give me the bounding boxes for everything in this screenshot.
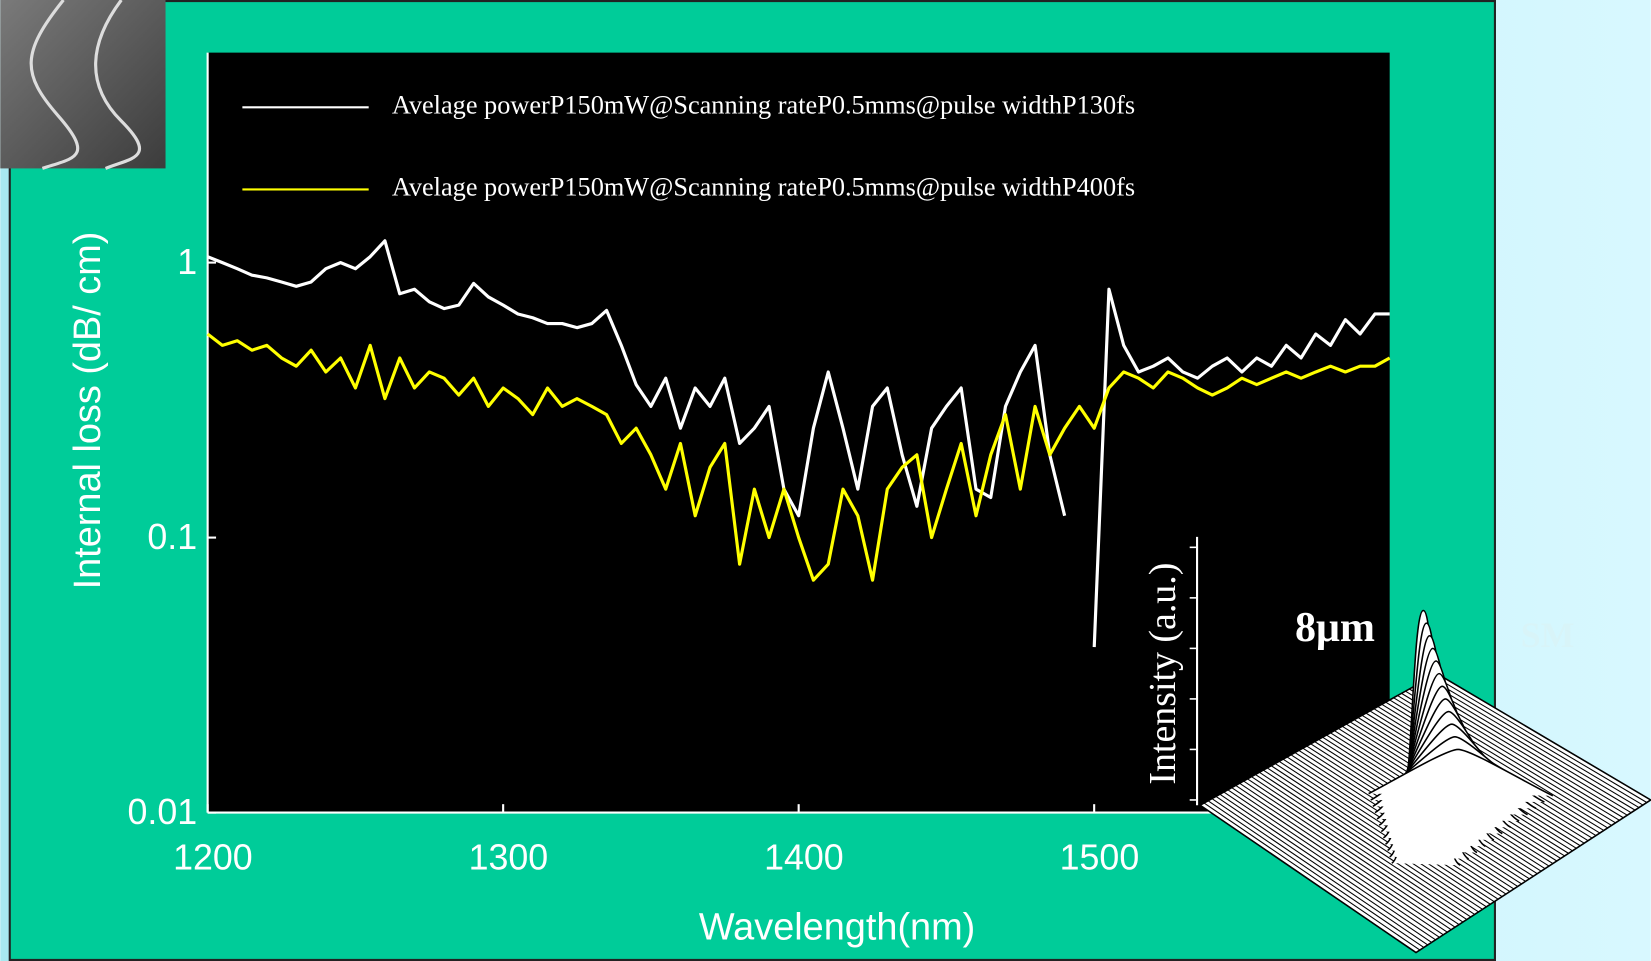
x-tick-label: 1300 bbox=[469, 837, 549, 877]
mesh-line bbox=[1251, 776, 1468, 920]
y-axis-label: Internal loss (dB/ cm) bbox=[67, 232, 109, 590]
mesh-line bbox=[1424, 679, 1640, 809]
mesh-line bbox=[1211, 798, 1429, 946]
mesh-line bbox=[1219, 793, 1436, 941]
mesh-line bbox=[1215, 796, 1432, 943]
x-tick-label: 1400 bbox=[764, 837, 844, 877]
mesh-line bbox=[1274, 763, 1491, 905]
legend-label: Avelage powerP150mW@Scanning rateP0.5mms… bbox=[392, 90, 1135, 119]
y-tick-label: 0.1 bbox=[147, 517, 197, 557]
intensity-label: Intensity (a.u.) bbox=[1142, 563, 1184, 785]
mesh-line bbox=[1227, 789, 1444, 936]
mesh-line bbox=[1255, 774, 1472, 918]
x-tick-label: 1500 bbox=[1060, 837, 1140, 877]
mesh-peak bbox=[1368, 748, 1554, 797]
mesh-line bbox=[1239, 782, 1456, 928]
mesh-line bbox=[1259, 771, 1475, 915]
mesh-line bbox=[1203, 802, 1421, 951]
legend-label: Avelage powerP150mW@Scanning rateP0.5mms… bbox=[392, 172, 1135, 201]
x-axis-label: Wavelength(nm) bbox=[699, 906, 975, 948]
mesh-line bbox=[1420, 681, 1636, 811]
mesh-line bbox=[1267, 767, 1483, 910]
mesh-line bbox=[1270, 765, 1487, 908]
x-tick-label: 1200 bbox=[173, 837, 253, 877]
mode-type-label: SM bbox=[1521, 615, 1575, 655]
mesh-line bbox=[1207, 800, 1425, 948]
plot: 1200 1300 1400 1500 0.01 0.1 1 Avelage powerP15… bbox=[127, 52, 1391, 877]
mesh-line bbox=[1247, 778, 1464, 923]
mode-size-label: 8μm bbox=[1295, 604, 1375, 651]
mesh-line bbox=[1243, 780, 1460, 926]
inset-photo-curves bbox=[29, 0, 142, 170]
mesh-line bbox=[1231, 787, 1448, 933]
y-tick-label: 1 bbox=[177, 242, 197, 282]
mesh-line bbox=[1432, 675, 1648, 803]
data-line bbox=[206, 332, 1391, 582]
y-tick-label: 0.01 bbox=[127, 792, 197, 832]
plot-area bbox=[207, 52, 1390, 813]
mode-profile-inset bbox=[1189, 536, 1651, 954]
mesh-line bbox=[1428, 677, 1644, 806]
mesh-line bbox=[1235, 785, 1452, 931]
inset-photo bbox=[0, 0, 166, 169]
mesh-line bbox=[1263, 769, 1479, 913]
mesh-line bbox=[1223, 791, 1440, 938]
